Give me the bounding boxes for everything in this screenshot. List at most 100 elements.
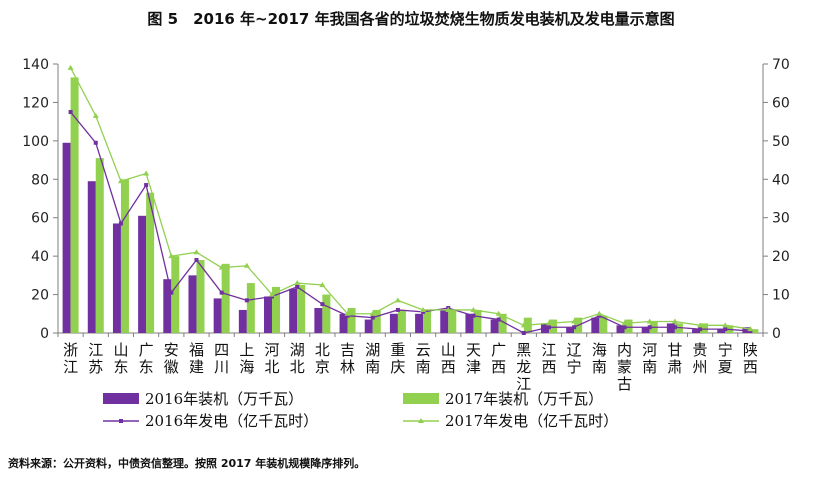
point-2017 (621, 320, 628, 326)
x-tick-label: 福建 (189, 341, 204, 376)
point-2017 (671, 318, 678, 324)
y-tick-label-left: 140 (22, 57, 49, 73)
x-tick-label: 广西 (491, 341, 506, 376)
bar-2017 (196, 259, 205, 333)
source-note: 资料来源：公开资料，中债资信整理。按照 2017 年装机规模降序排列。 (8, 457, 366, 470)
point-2017 (117, 178, 124, 184)
point-2017 (168, 253, 175, 259)
chart-title: 图 5 2016 年~2017 年我国各省的垃圾焚烧生物质发电装机及发电量示意图 (147, 10, 675, 28)
bar-2017 (397, 309, 406, 333)
x-tick-label: 宁夏 (718, 341, 733, 376)
bar-2017 (297, 284, 306, 333)
point-2016 (320, 302, 325, 307)
bar-2016 (465, 313, 474, 333)
y-tick-label-right: 20 (772, 249, 790, 265)
point-2017 (495, 310, 502, 316)
bar-2017 (246, 283, 255, 333)
x-tick-label: 浙江 (63, 341, 78, 376)
point-2016 (219, 290, 224, 295)
y-tick-label-left: 40 (31, 249, 49, 265)
legend-swatch (103, 393, 139, 404)
x-tick-label: 北京 (315, 341, 330, 376)
x-tick-label: 重庆 (390, 341, 405, 376)
bar-2016 (213, 298, 222, 333)
bar-2016 (666, 323, 675, 333)
y-tick-label-right: 70 (772, 57, 790, 73)
point-2016 (521, 331, 526, 335)
point-2016 (169, 290, 174, 295)
y-tick-label-left: 20 (31, 288, 49, 304)
bar-2016 (616, 325, 625, 333)
point-2017 (722, 322, 729, 328)
x-tick-label: 陕西 (743, 341, 758, 376)
bar-2017 (95, 158, 104, 333)
legend-label: 2016年装机（万千瓦） (145, 390, 303, 408)
bar-2016 (112, 223, 121, 333)
bar-2016 (364, 319, 373, 333)
bar-2016 (440, 309, 449, 333)
point-2016 (647, 325, 652, 330)
bar-2017 (146, 192, 155, 333)
line-2016 (70, 111, 751, 334)
bars (62, 77, 759, 333)
point-2017 (269, 291, 276, 297)
bar-2017 (548, 319, 557, 333)
point-2016 (118, 221, 123, 226)
bar-2017 (700, 323, 709, 333)
point-2017 (646, 318, 653, 324)
bar-2017 (750, 329, 759, 333)
x-tick-label: 辽宁 (567, 341, 582, 376)
bar-2017 (473, 309, 482, 333)
bar-2016 (717, 329, 726, 333)
point-2017 (545, 320, 552, 326)
bar-2016 (314, 308, 323, 333)
bar-2016 (566, 327, 575, 333)
point-2016 (572, 325, 577, 330)
bar-2017 (347, 308, 356, 333)
point-2016 (395, 307, 400, 312)
bar-2016 (742, 327, 751, 333)
point-2017 (571, 318, 578, 324)
point-2016 (93, 140, 98, 145)
bar-2016 (62, 142, 71, 333)
point-2017 (218, 264, 225, 270)
x-tick-label: 山西 (441, 341, 456, 376)
point-2017 (369, 310, 376, 316)
labels: 浙江江苏山东广东安徽福建四川上海河北湖北北京吉林湖南重庆云南山西天津广西黑龙江江… (63, 341, 758, 393)
bar-2016 (238, 309, 247, 333)
point-2017 (143, 170, 150, 176)
y-tick-label-right: 60 (772, 95, 790, 111)
lines (67, 64, 754, 335)
x-tick-label: 河北 (265, 341, 280, 376)
bar-2017 (120, 179, 129, 333)
point-2017 (294, 280, 301, 286)
y-tick-label-left: 60 (31, 211, 49, 227)
point-2017 (420, 306, 427, 312)
y-tick-label-right: 0 (772, 326, 781, 342)
x-tick-label: 山东 (113, 341, 128, 376)
bar-2017 (171, 256, 180, 333)
legend-marker (119, 419, 123, 423)
point-2017 (344, 310, 351, 316)
point-2017 (747, 326, 754, 332)
point-2016 (723, 327, 728, 332)
line-2017 (70, 67, 751, 330)
point-2017 (394, 297, 401, 303)
point-2017 (319, 281, 326, 287)
x-tick-label: 湖南 (365, 341, 380, 376)
point-2017 (445, 306, 452, 312)
point-2016 (144, 183, 149, 188)
point-2016 (370, 315, 375, 320)
y-tick-label-left: 80 (31, 172, 49, 188)
x-tick-label: 吉林 (340, 341, 355, 376)
bar-2017 (674, 323, 683, 333)
bar-2017 (498, 313, 507, 333)
bar-2016 (490, 319, 499, 333)
x-tick-label: 安徽 (164, 341, 179, 376)
bar-2017 (322, 294, 331, 333)
bar-2016 (339, 313, 348, 333)
x-tick-label: 四川 (214, 341, 229, 376)
legend-swatch (403, 393, 439, 404)
x-tick-label: 广东 (139, 341, 154, 376)
y-tick-label-right: 50 (772, 134, 790, 150)
